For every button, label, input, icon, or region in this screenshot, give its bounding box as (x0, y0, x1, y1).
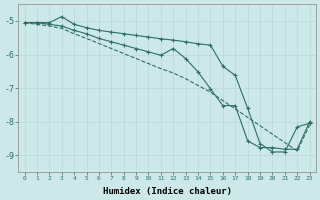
X-axis label: Humidex (Indice chaleur): Humidex (Indice chaleur) (103, 187, 232, 196)
